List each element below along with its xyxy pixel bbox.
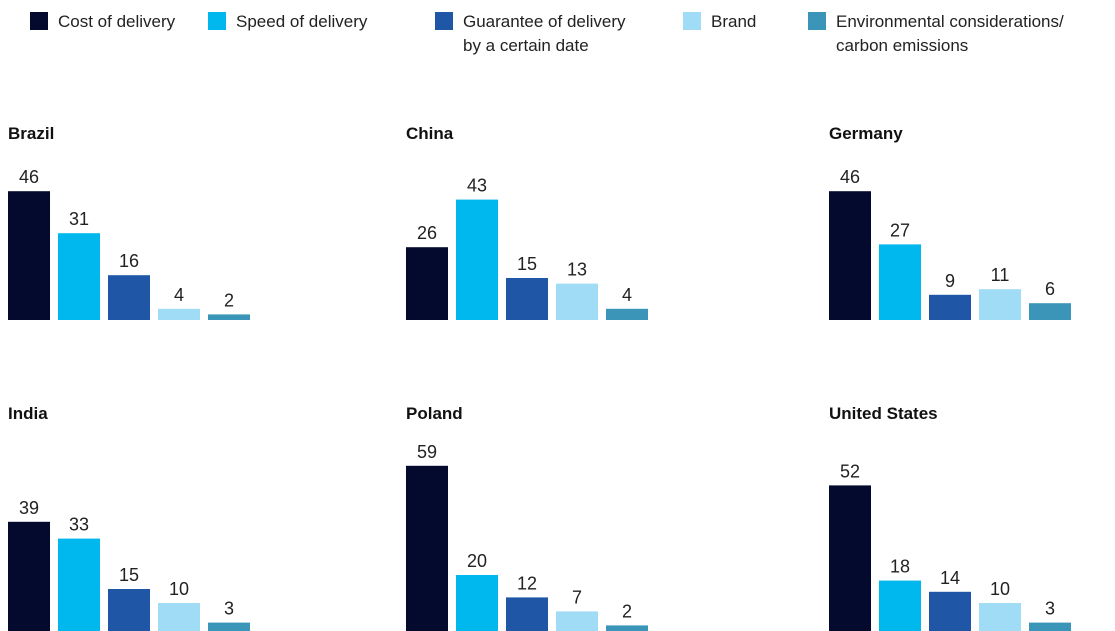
bar [606, 625, 648, 631]
bar [556, 283, 598, 320]
chart-title: Poland [406, 404, 463, 423]
value-label: 16 [119, 251, 139, 271]
value-label: 3 [1045, 599, 1055, 619]
chart-title: Brazil [8, 124, 54, 143]
legend-label: Cost of delivery [58, 12, 176, 31]
value-label: 59 [417, 442, 437, 462]
legend-label: Guarantee of delivery by a certain date [463, 12, 626, 55]
value-label: 4 [174, 285, 184, 305]
value-label: 13 [567, 260, 587, 280]
chart-title: Germany [829, 124, 903, 143]
legend-item: Speed of delivery [208, 10, 418, 34]
value-label: 27 [890, 220, 910, 240]
bar [456, 199, 498, 320]
bar [506, 597, 548, 631]
bar [829, 485, 871, 631]
value-label: 26 [417, 223, 437, 243]
bar [8, 191, 50, 320]
legend-item: Guarantee of delivery by a certain date [435, 10, 630, 58]
value-label: 39 [19, 498, 39, 518]
bar [158, 308, 200, 320]
bar [208, 314, 250, 320]
bar [58, 538, 100, 631]
value-label: 46 [19, 167, 39, 187]
bar [406, 465, 448, 631]
value-label: 10 [990, 579, 1010, 599]
value-label: 52 [840, 461, 860, 481]
value-label: 43 [467, 176, 487, 196]
bar [58, 233, 100, 320]
legend-label: Speed of delivery [236, 12, 368, 31]
bar [108, 589, 150, 631]
value-label: 10 [169, 579, 189, 599]
value-label: 18 [890, 557, 910, 577]
bar [929, 294, 971, 320]
bar [506, 278, 548, 320]
legend-item: Environmental considerations/ carbon emi… [808, 10, 1098, 58]
bar [879, 244, 921, 320]
value-label: 46 [840, 167, 860, 187]
value-label: 2 [224, 290, 234, 310]
legend-swatch [208, 12, 226, 30]
bar [929, 591, 971, 631]
bar [8, 521, 50, 631]
legend-item: Brand [683, 10, 783, 34]
bar [829, 191, 871, 320]
legend-swatch [683, 12, 701, 30]
legend-label: Brand [711, 12, 757, 31]
value-label: 2 [622, 601, 632, 621]
value-label: 7 [572, 587, 582, 607]
legend-swatch [435, 12, 453, 30]
bar [606, 308, 648, 320]
bar [208, 622, 250, 631]
value-label: 15 [119, 565, 139, 585]
value-label: 33 [69, 515, 89, 535]
legend-swatch [30, 12, 48, 30]
value-label: 4 [622, 285, 632, 305]
value-label: 31 [69, 209, 89, 229]
bar [979, 603, 1021, 631]
bar [556, 611, 598, 631]
value-label: 14 [940, 568, 960, 588]
legend-swatch [808, 12, 826, 30]
chart-title: United States [829, 404, 938, 423]
value-label: 12 [517, 573, 537, 593]
bar [158, 603, 200, 631]
chart-title: India [8, 404, 48, 423]
value-label: 11 [991, 265, 1010, 285]
bar [406, 247, 448, 320]
bar [979, 289, 1021, 320]
value-label: 6 [1045, 279, 1055, 299]
value-label: 3 [224, 599, 234, 619]
bar [879, 580, 921, 631]
bar [456, 575, 498, 631]
bar [1029, 622, 1071, 631]
value-label: 9 [945, 271, 955, 291]
value-label: 20 [467, 551, 487, 571]
chart-title: China [406, 124, 454, 143]
bar [1029, 303, 1071, 320]
legend-label: Environmental considerations/ carbon emi… [836, 12, 1064, 55]
legend-item: Cost of delivery [30, 10, 190, 34]
bar [108, 275, 150, 320]
value-label: 15 [517, 254, 537, 274]
